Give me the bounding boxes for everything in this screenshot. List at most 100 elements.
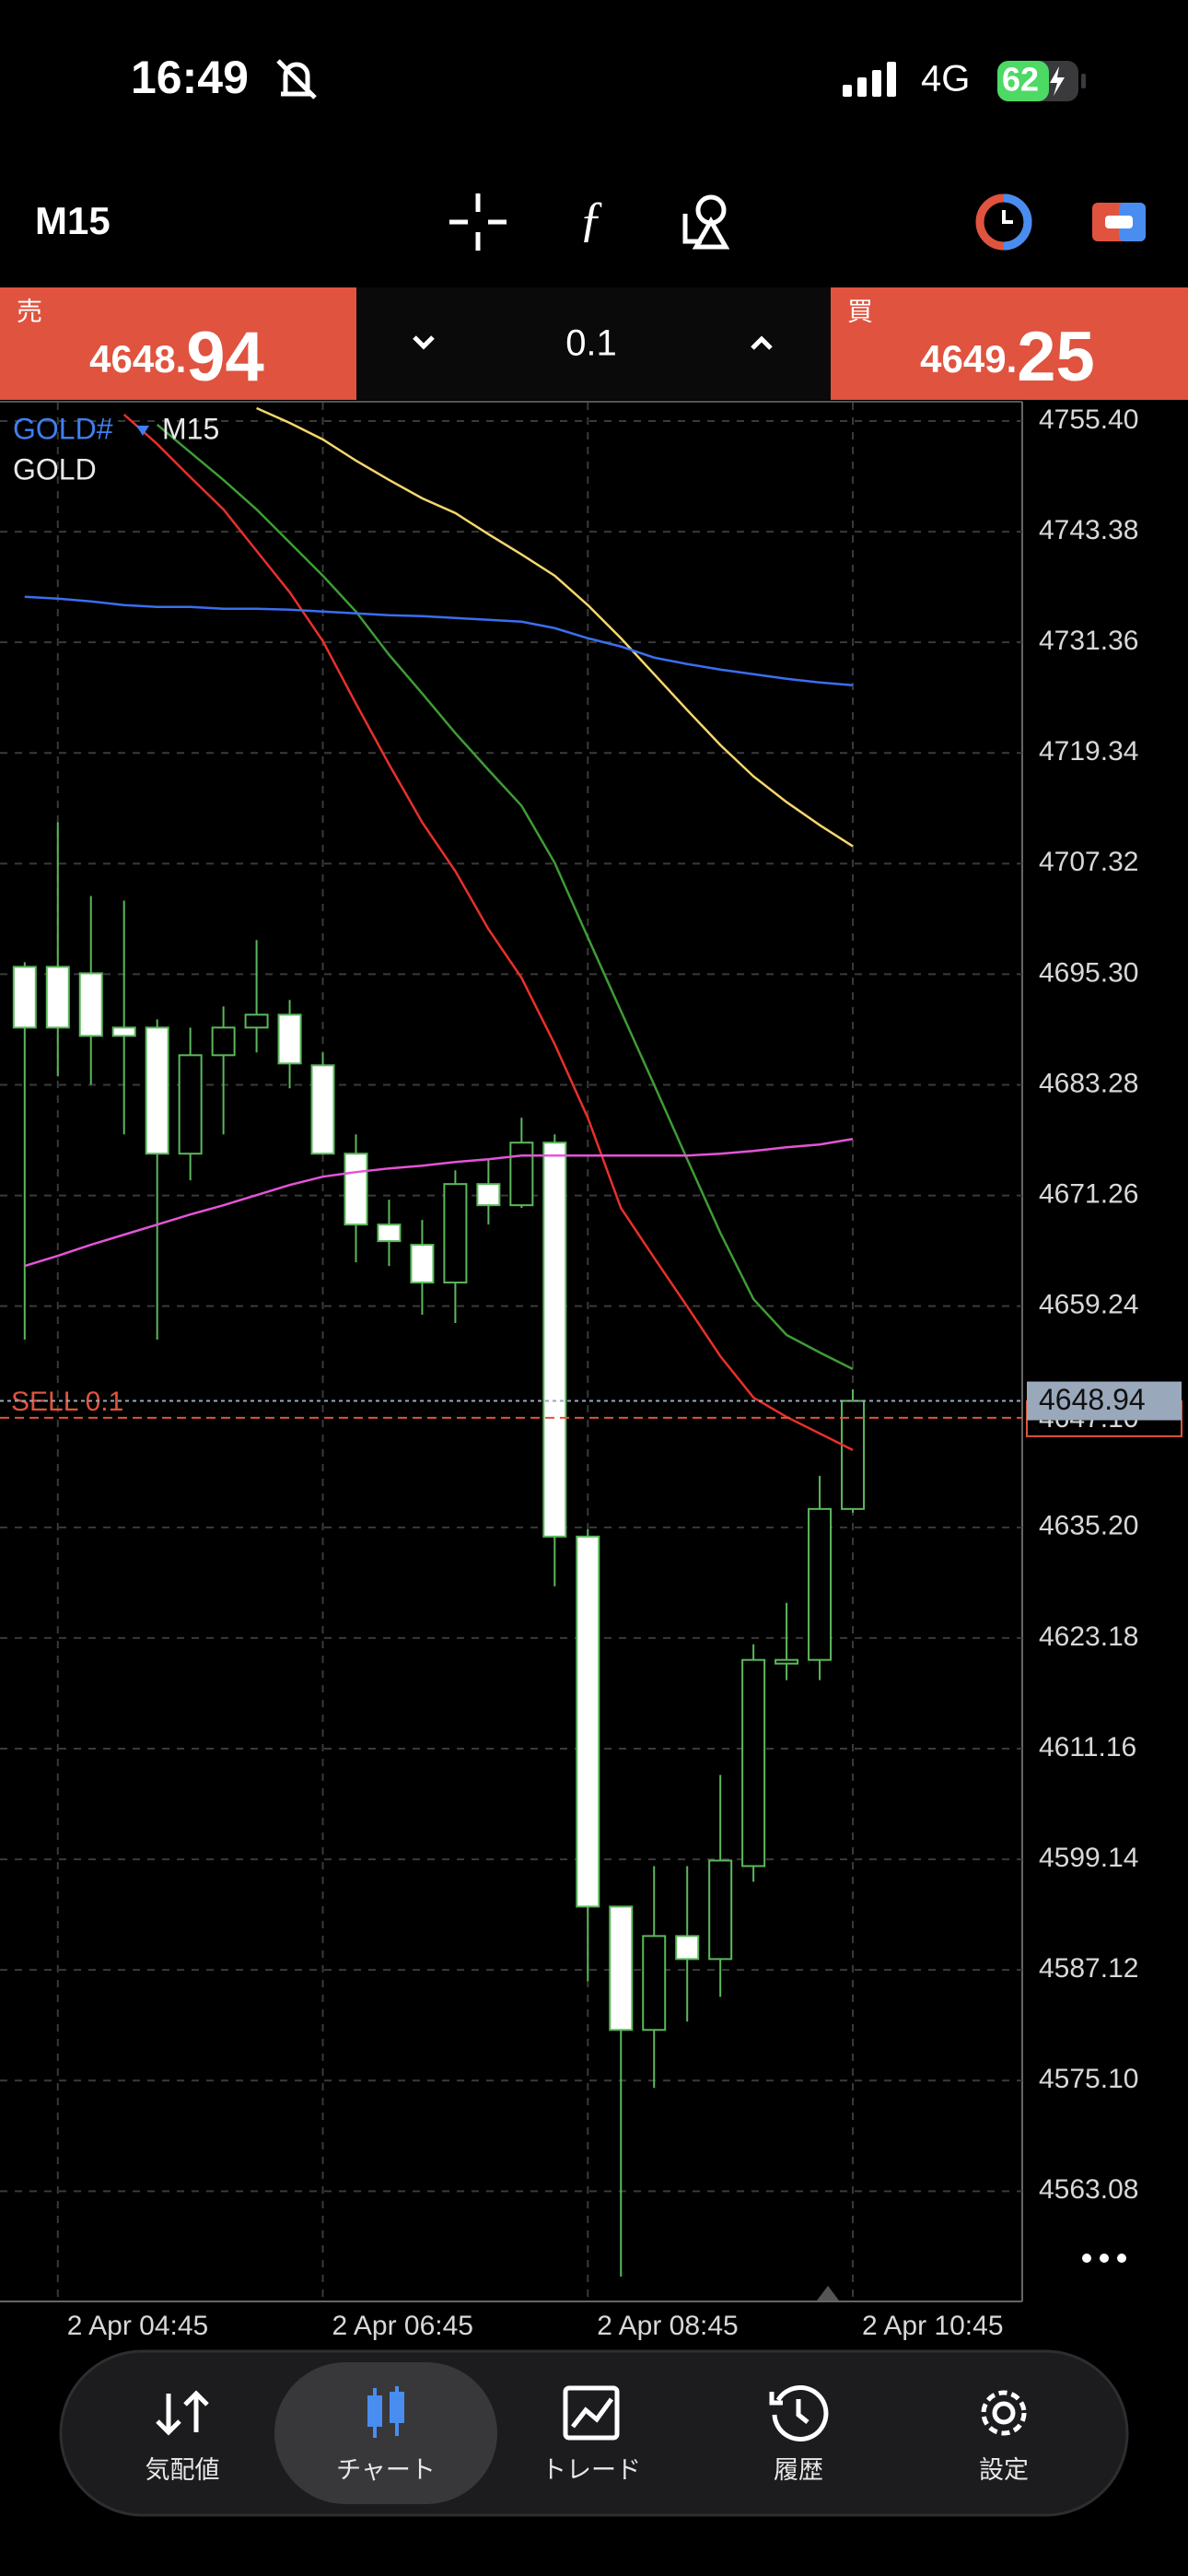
- y-tick-label: 4755.40: [1039, 404, 1138, 435]
- history-icon: [769, 2385, 829, 2441]
- candle-body-bull: [808, 1507, 833, 1661]
- network-label: 4G: [921, 59, 970, 100]
- sell-price: 4648.94: [89, 318, 264, 396]
- indicator-line: [122, 414, 854, 1452]
- candle-body-bear: [12, 966, 37, 1029]
- settings-icon: [981, 2390, 1027, 2436]
- sell-button[interactable]: [0, 287, 356, 400]
- more-button[interactable]: [1082, 2254, 1126, 2263]
- candle-body-bear: [609, 1905, 634, 2032]
- active-tab-background: [274, 2362, 497, 2504]
- candle-body-bear: [576, 1535, 600, 1908]
- sell-price-pips: 94: [186, 318, 264, 396]
- candle-body-bear: [310, 1064, 335, 1155]
- sell-price-main: 4648.: [89, 337, 186, 381]
- candle-body-bull: [244, 1013, 269, 1029]
- candle-body-bull: [211, 1026, 236, 1057]
- candle-body-bull: [708, 1859, 733, 1961]
- y-tick-label: 4707.32: [1039, 847, 1138, 877]
- y-tick-label: 4563.08: [1039, 2174, 1138, 2205]
- chart-description: GOLD: [13, 452, 97, 486]
- trade-icon: [563, 2385, 620, 2441]
- sell-label: 売: [17, 297, 42, 325]
- candle-body-bear: [344, 1153, 368, 1226]
- chart-timeframe: M15: [162, 412, 219, 445]
- candle-body-bear: [542, 1142, 567, 1538]
- candle-body-bull: [775, 1658, 799, 1665]
- mute-icon: [276, 59, 317, 100]
- crosshair-tool[interactable]: [449, 193, 507, 251]
- scroll-marker: [817, 2286, 839, 2301]
- y-tick-label: 4575.10: [1039, 2064, 1138, 2094]
- buy-label: 買: [847, 297, 873, 325]
- y-tick-label: 4587.12: [1039, 1953, 1138, 1984]
- objects-tool[interactable]: [682, 194, 730, 250]
- x-tick-label: 2 Apr 04:45: [67, 2311, 208, 2341]
- candle-body-bear: [111, 1026, 136, 1037]
- candle-body-bull: [509, 1142, 534, 1207]
- trade-panel-toggle[interactable]: [1092, 203, 1146, 241]
- price-box: [1027, 1381, 1182, 1421]
- quotes-icon: [156, 2390, 209, 2436]
- indicator-line: [256, 406, 854, 848]
- x-tick-label: 2 Apr 10:45: [862, 2311, 1003, 2341]
- bottom-nav: [59, 2349, 1129, 2517]
- x-tick-label: 2 Apr 08:45: [597, 2311, 738, 2341]
- nav-label[interactable]: 履歴: [774, 2456, 823, 2484]
- signal-icon: [843, 62, 896, 97]
- volume-box: [356, 287, 831, 400]
- candle-body-bear: [145, 1026, 169, 1155]
- labels: 4755.40 4743.38 4731.36 4719.34 4707.32 4695.…: [0, 404, 1182, 2341]
- y-tick-label: 4695.30: [1039, 957, 1138, 988]
- nav-label[interactable]: チャート: [336, 2456, 436, 2484]
- candle-body-bear: [675, 1935, 700, 1961]
- candle-body-bull: [178, 1054, 203, 1155]
- candle-body-bear: [45, 966, 70, 1029]
- candle-body-bear: [377, 1224, 402, 1243]
- y-tick-label: 4683.28: [1039, 1068, 1138, 1098]
- chart-icon: [367, 2386, 404, 2438]
- candle-body-bear: [410, 1244, 435, 1284]
- y-tick-label: 4599.14: [1039, 1843, 1138, 1873]
- y-tick-label: 4731.36: [1039, 626, 1138, 656]
- candle-body-bull: [841, 1399, 866, 1510]
- y-tick-label: 4719.34: [1039, 736, 1138, 767]
- chart-symbol: GOLD#: [13, 412, 113, 445]
- candle-body-bear: [476, 1183, 501, 1207]
- y-tick-label: 4659.24: [1039, 1290, 1138, 1320]
- grid: [0, 403, 1022, 2301]
- indicators-tool[interactable]: ƒ: [579, 191, 604, 246]
- timeframe-button[interactable]: M15: [35, 199, 111, 242]
- buy-button[interactable]: [831, 287, 1188, 400]
- buy-price-main: 4649.: [920, 337, 1017, 381]
- indicator-line: [24, 595, 854, 686]
- nav-label[interactable]: 気配値: [146, 2456, 220, 2484]
- status-time: 16:49: [131, 52, 249, 103]
- nav-label[interactable]: トレード: [542, 2456, 641, 2484]
- price-label: 4648.94: [1039, 1383, 1146, 1416]
- battery-icon: [997, 61, 1086, 101]
- one-click-trading[interactable]: [975, 193, 1032, 251]
- buy-price: 4649.25: [920, 318, 1095, 396]
- indicator-line: [156, 424, 854, 1371]
- y-tick-label: 4623.18: [1039, 1622, 1138, 1652]
- candle-body-bull: [443, 1183, 468, 1284]
- candle-body-bear: [78, 972, 103, 1037]
- candle-body-bull: [741, 1658, 766, 1868]
- y-tick-label: 4635.20: [1039, 1511, 1138, 1541]
- volume-value[interactable]: 0.1: [565, 323, 617, 364]
- x-tick-label: 2 Apr 06:45: [332, 2311, 473, 2341]
- indicator-line: [24, 1137, 854, 1268]
- volume-up[interactable]: [751, 335, 773, 350]
- plot: [12, 406, 866, 2277]
- battery-level: 62: [1002, 61, 1039, 99]
- symbol-menu[interactable]: [136, 426, 149, 436]
- volume-down[interactable]: [413, 335, 435, 350]
- y-tick-label: 4743.38: [1039, 515, 1138, 545]
- buy-price-pips: 25: [1017, 318, 1095, 396]
- y-tick-label: 4671.26: [1039, 1178, 1138, 1209]
- nav-label[interactable]: 設定: [979, 2456, 1029, 2484]
- candle-body-bear: [277, 1013, 302, 1065]
